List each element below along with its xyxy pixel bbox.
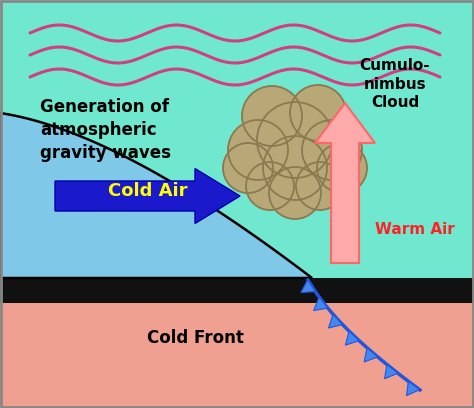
Text: Generation of
atmospheric
gravity waves: Generation of atmospheric gravity waves	[40, 98, 171, 162]
Circle shape	[269, 167, 321, 219]
Circle shape	[242, 86, 302, 146]
Polygon shape	[346, 331, 359, 345]
Polygon shape	[406, 381, 419, 396]
Text: Cumulo-
nimbus
Cloud: Cumulo- nimbus Cloud	[360, 58, 430, 110]
Polygon shape	[384, 364, 398, 379]
Text: Warm Air: Warm Air	[375, 222, 455, 237]
Circle shape	[228, 120, 288, 180]
Circle shape	[317, 143, 367, 193]
Text: Cold Front: Cold Front	[146, 329, 244, 347]
Polygon shape	[301, 280, 315, 293]
Bar	[0, 303, 474, 408]
Bar	[0, 0, 474, 278]
Circle shape	[257, 102, 333, 178]
FancyArrow shape	[315, 103, 375, 263]
Bar	[0, 278, 474, 303]
Circle shape	[296, 162, 344, 210]
Circle shape	[263, 136, 327, 200]
Polygon shape	[314, 297, 328, 310]
Circle shape	[246, 162, 294, 210]
Polygon shape	[364, 348, 378, 362]
FancyArrow shape	[55, 169, 240, 224]
Text: Cold Air: Cold Air	[108, 182, 188, 200]
Circle shape	[223, 143, 273, 193]
Circle shape	[290, 85, 346, 141]
Polygon shape	[0, 113, 312, 278]
Circle shape	[302, 120, 362, 180]
Polygon shape	[328, 314, 343, 328]
